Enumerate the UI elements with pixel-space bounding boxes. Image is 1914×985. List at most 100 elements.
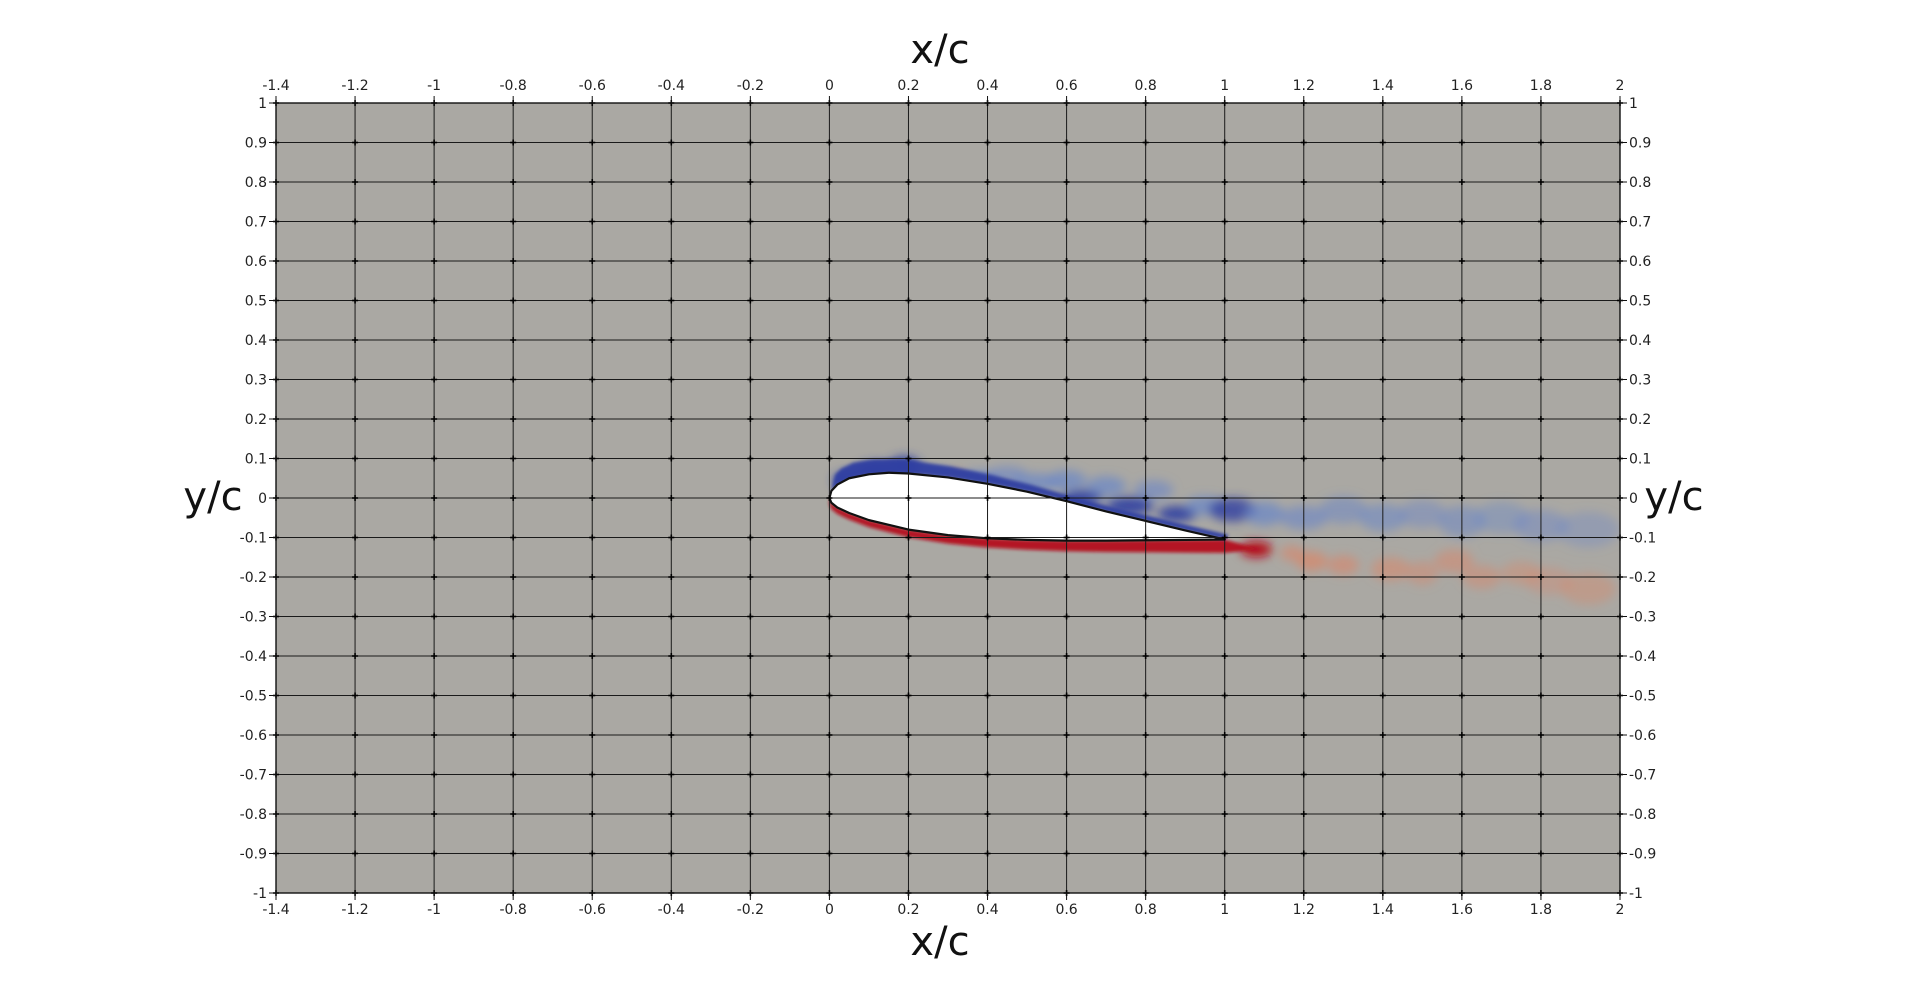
x-tick-label-top: 0.4 [976, 78, 998, 94]
x-tick-label-bottom: -1 [427, 902, 441, 918]
negative-vortex [1319, 496, 1368, 524]
x-tick-label-bottom: 0.4 [976, 902, 998, 918]
x-tick-label-top: -1.2 [341, 78, 368, 94]
y-tick-label-left: 0.2 [245, 412, 267, 428]
y-tick-label-right: 0 [1629, 491, 1638, 507]
y-tick-label-left: 1 [258, 96, 267, 112]
positive-vortex [1434, 549, 1474, 574]
airfoil-body [828, 471, 1226, 542]
x-tick-label-bottom: 0.2 [897, 902, 919, 918]
y-tick-label-right: 1 [1629, 96, 1638, 112]
y-tick-label-right: 0.6 [1629, 254, 1651, 270]
x-tick-label-top: -0.8 [500, 78, 527, 94]
y-tick-label-left: -0.3 [240, 610, 267, 626]
positive-vortex [1370, 557, 1411, 581]
y-tick-label-right: 0.4 [1629, 333, 1651, 349]
x-tick-label-bottom: 1.6 [1451, 902, 1473, 918]
y-tick-label-left: 0.3 [245, 373, 267, 389]
x-tick-label-bottom: 0.6 [1055, 902, 1077, 918]
positive-vortex [1525, 567, 1573, 595]
positive-vortex [1327, 555, 1360, 576]
negative-vortex [1244, 501, 1285, 526]
y-tick-label-right: -0.5 [1629, 689, 1656, 705]
x-tick-label-bottom: 1.8 [1530, 902, 1552, 918]
x-tick-label-bottom: 1.2 [1293, 902, 1315, 918]
positive-vortex [1406, 561, 1439, 585]
y-axis-title-left: y/c [183, 474, 242, 520]
y-tick-label-left: -0.9 [240, 847, 267, 863]
x-tick-label-top: 1.4 [1372, 78, 1394, 94]
negative-vortex [1398, 499, 1447, 528]
x-tick-label-bottom: 1 [1220, 902, 1229, 918]
y-tick-label-left: 0.8 [245, 175, 267, 191]
y-tick-label-right: -0.7 [1629, 768, 1656, 784]
positive-vortex [1560, 573, 1617, 605]
x-axis-title-top: x/c [910, 27, 969, 73]
y-tick-label-right: -1 [1629, 886, 1643, 902]
x-tick-label-top: -0.4 [658, 78, 685, 94]
grid [273, 100, 1623, 896]
x-tick-label-bottom: -0.8 [500, 902, 527, 918]
tick-labels: -1.4 -1.4 -1.2 -1.2 -1 -1 -0.8 -0.8 -0.6 -0.6 -0.4… [240, 78, 1657, 918]
y-tick-label-right: -0.4 [1629, 649, 1656, 665]
y-tick-label-right: -0.1 [1629, 531, 1656, 547]
y-tick-label-right: 0.9 [1629, 136, 1651, 152]
x-tick-label-bottom: 1.4 [1372, 902, 1394, 918]
y-tick-label-right: -0.9 [1629, 847, 1656, 863]
y-tick-label-right: -0.3 [1629, 610, 1656, 626]
x-tick-label-bottom: 2 [1616, 902, 1625, 918]
x-tick-label-top: -0.2 [737, 78, 764, 94]
x-tick-label-bottom: -0.4 [658, 902, 685, 918]
x-tick-label-bottom: -1.4 [262, 902, 289, 918]
negative-vortex [1133, 480, 1174, 500]
x-tick-label-bottom: -0.2 [737, 902, 764, 918]
x-tick-label-top: 0.8 [1135, 78, 1157, 94]
y-tick-label-right: 0.7 [1629, 215, 1651, 231]
y-tick-label-left: 0.1 [245, 452, 267, 468]
y-tick-label-left: -0.7 [240, 768, 267, 784]
y-tick-label-left: 0.6 [245, 254, 267, 270]
y-tick-label-left: 0.5 [245, 294, 267, 310]
y-tick-label-left: 0 [258, 491, 267, 507]
x-tick-label-top: 0.2 [897, 78, 919, 94]
negative-vortex [1208, 498, 1257, 522]
negative-vortex [1556, 511, 1620, 548]
x-tick-label-top: 1.2 [1293, 78, 1315, 94]
y-tick-label-left: -0.4 [240, 649, 267, 665]
y-tick-label-left: -0.5 [240, 689, 267, 705]
y-tick-label-left: 0.4 [245, 333, 267, 349]
x-tick-label-top: 1.6 [1451, 78, 1473, 94]
y-tick-label-left: -0.1 [240, 531, 267, 547]
x-tick-label-top: -1.4 [262, 78, 289, 94]
upper-shear-layer [829, 458, 1229, 540]
y-tick-label-right: 0.2 [1629, 412, 1651, 428]
x-tick-label-bottom: 0 [825, 902, 834, 918]
y-tick-label-right: 0.3 [1629, 373, 1651, 389]
y-tick-label-right: -0.6 [1629, 728, 1656, 744]
y-tick-label-left: 0.7 [245, 215, 267, 231]
x-tick-label-bottom: -1.2 [341, 902, 368, 918]
y-tick-label-left: -1 [253, 886, 267, 902]
y-tick-label-left: 0.9 [245, 136, 267, 152]
y-tick-label-right: 0.1 [1629, 452, 1651, 468]
x-tick-label-top: 0 [825, 78, 834, 94]
y-tick-label-left: -0.8 [240, 807, 267, 823]
y-axis-title-right: y/c [1644, 474, 1703, 520]
y-tick-label-right: -0.2 [1629, 570, 1656, 586]
y-tick-label-left: -0.2 [240, 570, 267, 586]
airfoil [828, 471, 1226, 542]
x-tick-label-top: 0.6 [1055, 78, 1077, 94]
x-tick-label-top: 1 [1220, 78, 1229, 94]
x-tick-label-top: -1 [427, 78, 441, 94]
x-tick-label-bottom: -0.6 [579, 902, 606, 918]
x-axis-title-bottom: x/c [910, 919, 969, 965]
x-tick-label-top: 2 [1616, 78, 1625, 94]
lower-shear-layer [829, 498, 1261, 553]
y-tick-label-right: -0.8 [1629, 807, 1656, 823]
vorticity-field [829, 456, 1620, 605]
y-tick-label-left: -0.6 [240, 728, 267, 744]
x-tick-label-bottom: 0.8 [1135, 902, 1157, 918]
y-tick-label-right: 0.5 [1629, 294, 1651, 310]
y-tick-label-right: 0.8 [1629, 175, 1651, 191]
